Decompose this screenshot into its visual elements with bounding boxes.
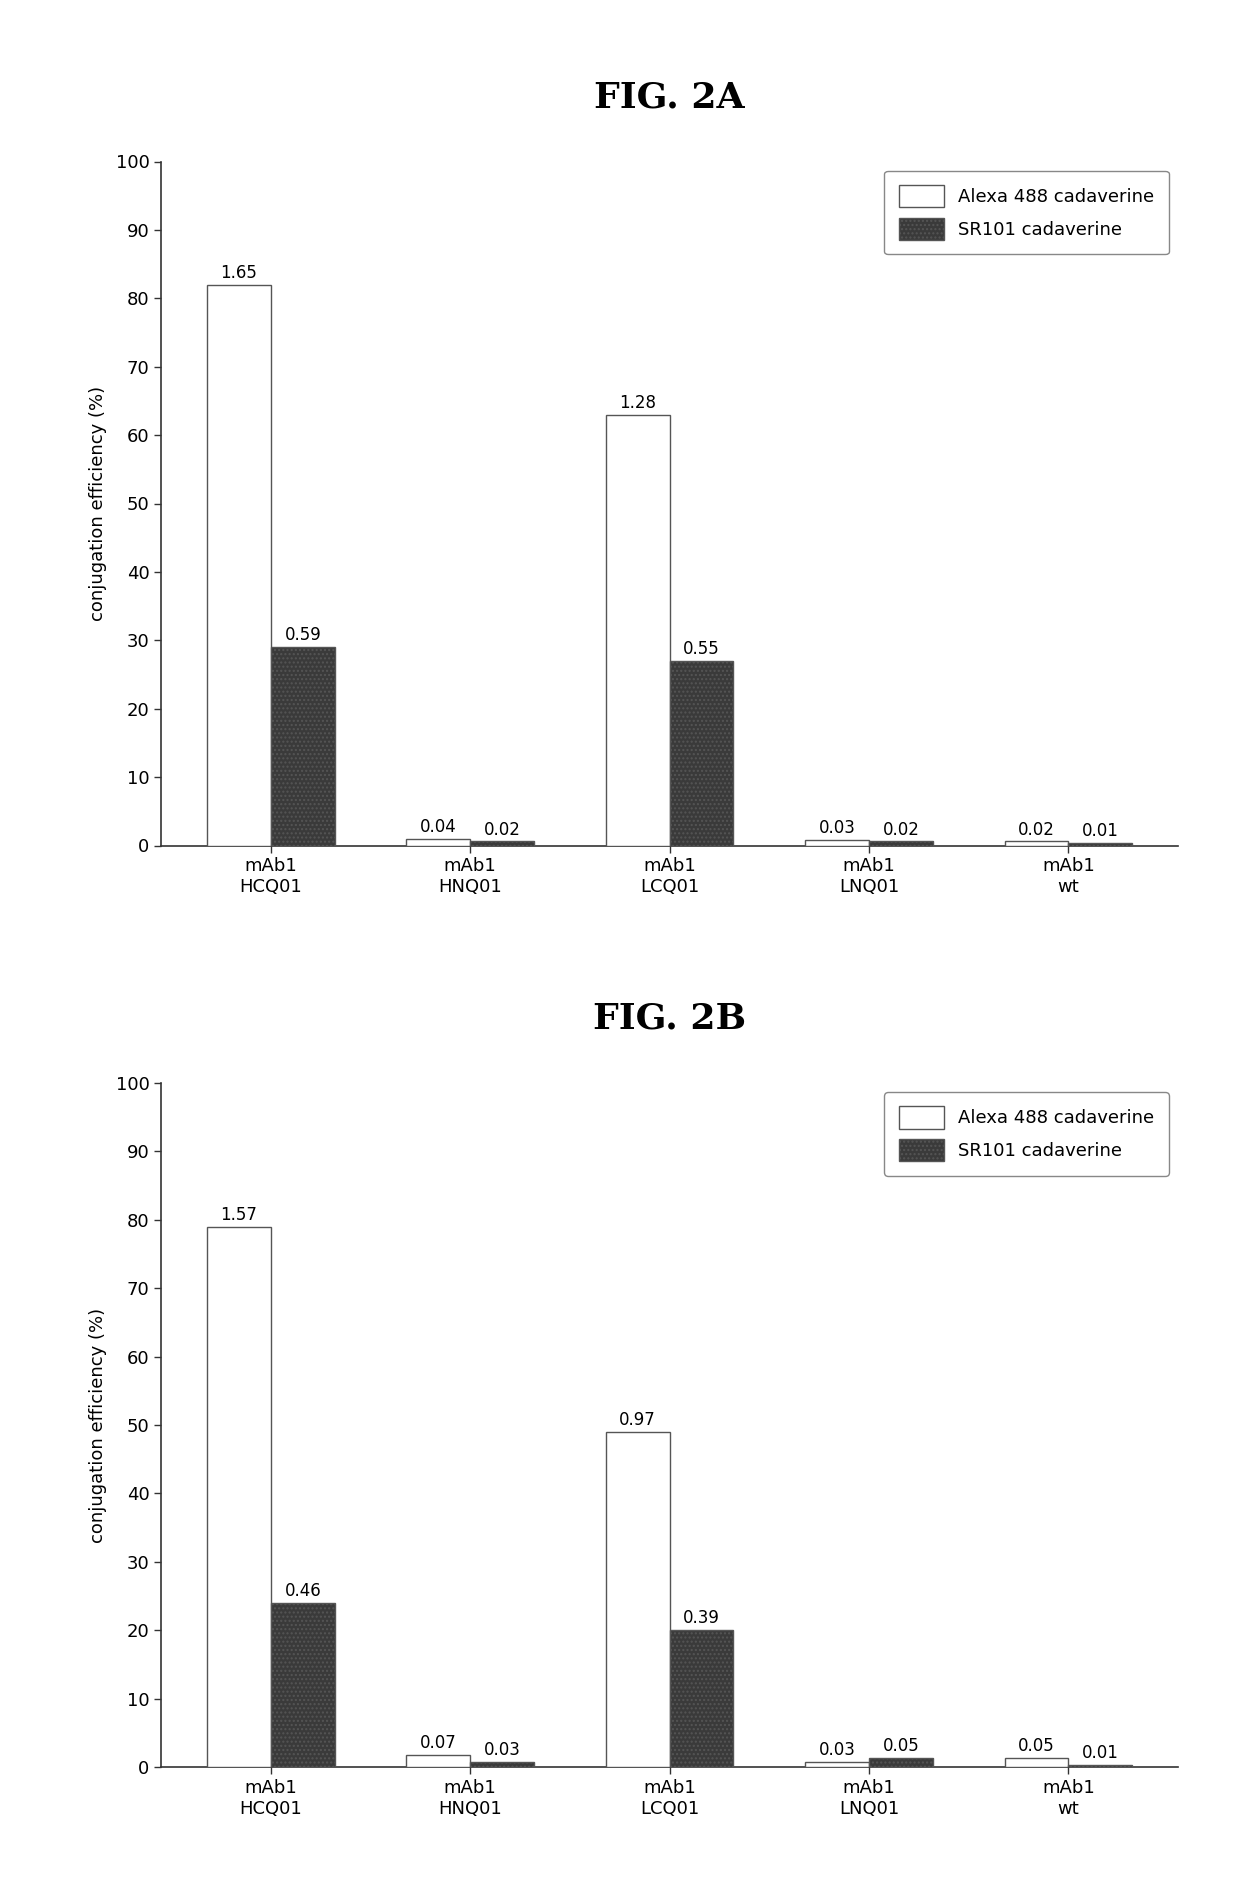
Bar [606,414,670,846]
Text: 0.04: 0.04 [420,817,456,836]
Bar [407,838,470,846]
Bar [207,1227,270,1767]
Bar [470,1761,534,1767]
Legend: Alexa 488 cadaverine, SR101 cadaverine: Alexa 488 cadaverine, SR101 cadaverine [884,1092,1169,1176]
Text: 0.03: 0.03 [484,1740,521,1759]
Text: 1.57: 1.57 [221,1206,258,1224]
Bar [606,1433,670,1767]
Text: 0.39: 0.39 [683,1609,720,1628]
Text: 0.01: 0.01 [1081,1744,1118,1761]
Y-axis label: conjugation efficiency (%): conjugation efficiency (%) [89,1307,107,1543]
Text: 0.55: 0.55 [683,640,720,657]
Text: 0.02: 0.02 [484,821,521,838]
Bar [1069,1765,1132,1767]
Bar [1004,1758,1069,1767]
Text: 0.03: 0.03 [818,819,856,838]
Bar [270,1604,335,1767]
Bar [869,842,932,846]
Bar [1069,844,1132,846]
Legend: Alexa 488 cadaverine, SR101 cadaverine: Alexa 488 cadaverine, SR101 cadaverine [884,171,1169,255]
Text: FIG. 2B: FIG. 2B [593,1001,746,1036]
Text: 0.05: 0.05 [1018,1737,1055,1756]
Bar [670,661,733,846]
Bar [270,648,335,846]
Text: 1.28: 1.28 [619,393,656,412]
Text: 0.59: 0.59 [284,627,321,644]
Y-axis label: conjugation efficiency (%): conjugation efficiency (%) [89,386,107,621]
Bar [207,285,270,846]
Bar [1004,842,1069,846]
Bar [407,1756,470,1767]
Text: 0.07: 0.07 [420,1735,456,1752]
Text: 0.02: 0.02 [1018,821,1055,838]
Bar [470,842,534,846]
Text: 0.46: 0.46 [284,1583,321,1600]
Text: 0.01: 0.01 [1081,823,1118,840]
Bar [805,840,869,846]
Bar [670,1630,733,1767]
Bar [805,1761,869,1767]
Bar [869,1758,932,1767]
Text: 0.02: 0.02 [883,821,919,838]
Text: 0.97: 0.97 [619,1412,656,1429]
Text: FIG. 2A: FIG. 2A [594,80,745,114]
Text: 0.05: 0.05 [883,1737,919,1756]
Text: 0.03: 0.03 [818,1740,856,1759]
Text: 1.65: 1.65 [221,264,258,281]
